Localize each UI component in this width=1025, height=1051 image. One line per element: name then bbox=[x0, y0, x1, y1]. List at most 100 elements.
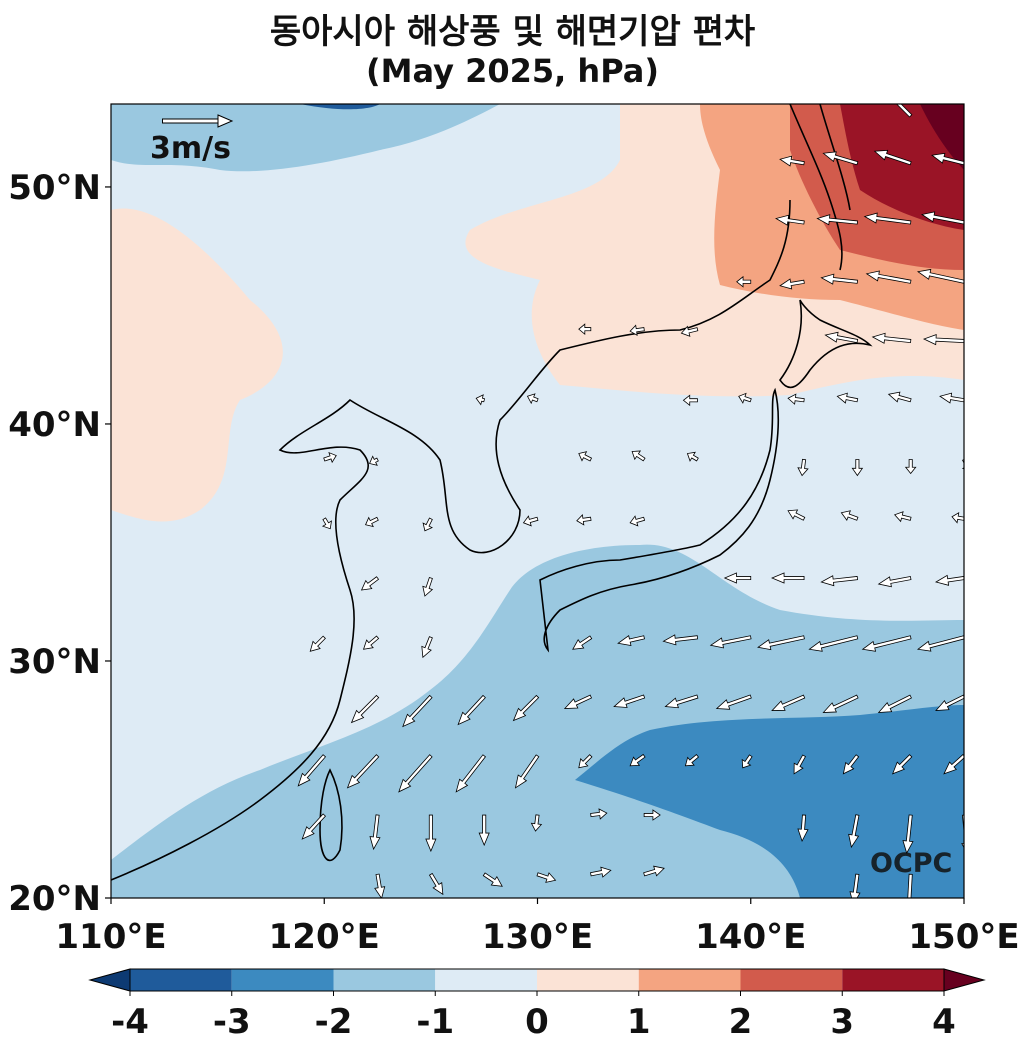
wind-arrow bbox=[916, 268, 964, 284]
wind-vector bbox=[421, 636, 433, 659]
x-tick-label: 110°E bbox=[55, 917, 166, 957]
colorbar-label: 4 bbox=[932, 1002, 956, 1042]
wind-vector bbox=[820, 575, 858, 587]
wind-vector bbox=[682, 394, 698, 407]
wind-vector bbox=[904, 459, 917, 475]
wind-vector bbox=[578, 451, 593, 462]
wind-vector bbox=[346, 754, 380, 789]
wind-vector bbox=[631, 450, 646, 462]
wind-vector bbox=[402, 694, 433, 728]
wind-arrow bbox=[842, 754, 860, 775]
wind-arrow bbox=[797, 814, 809, 843]
wind-vector bbox=[820, 273, 858, 285]
wind-vector bbox=[779, 278, 805, 290]
pressure-field bbox=[111, 104, 964, 898]
wind-vector bbox=[951, 512, 964, 524]
wind-vector bbox=[797, 814, 809, 843]
wind-vector bbox=[861, 635, 912, 652]
wind-vector bbox=[512, 694, 540, 722]
wind-vector bbox=[797, 458, 809, 477]
wind-arrow bbox=[873, 149, 912, 166]
colorbar: -4 -3 -2 -1 0 1 2 3 4 bbox=[88, 968, 986, 1042]
wind-vector bbox=[643, 865, 665, 877]
region-over-4 bbox=[920, 104, 964, 170]
wind-vector bbox=[398, 754, 433, 793]
wind-arrow bbox=[903, 873, 913, 898]
wind-arrow bbox=[369, 455, 379, 466]
wind-vector bbox=[369, 814, 381, 851]
wind-arrow bbox=[402, 694, 433, 728]
wind-arrow bbox=[848, 814, 860, 849]
wind-arrow bbox=[930, 152, 964, 166]
wind-vector bbox=[684, 753, 700, 767]
wind-vector bbox=[617, 635, 645, 646]
wind-vector bbox=[916, 268, 964, 284]
wind-vector bbox=[824, 331, 859, 344]
wind-arrow bbox=[617, 635, 645, 646]
wind-arrow bbox=[775, 214, 805, 226]
wind-vector bbox=[514, 754, 540, 789]
wind-vector bbox=[321, 517, 332, 530]
colorbar-label: -2 bbox=[315, 1002, 353, 1042]
wind-arrow bbox=[943, 754, 964, 775]
colorbar-extend-high bbox=[943, 968, 986, 992]
wind-arrow bbox=[536, 872, 557, 883]
wind-arrow bbox=[482, 872, 503, 887]
wind-vector bbox=[842, 754, 860, 775]
wind-vector bbox=[738, 392, 752, 404]
wind-vector bbox=[578, 754, 593, 769]
wind-arrow bbox=[301, 813, 326, 840]
wind-vector bbox=[848, 814, 860, 849]
wind-vector bbox=[851, 459, 864, 477]
colorbar-label: -4 bbox=[111, 1002, 149, 1042]
wind-vector bbox=[916, 635, 964, 652]
colorbar-label: -1 bbox=[416, 1002, 454, 1042]
wind-arrow bbox=[631, 450, 646, 462]
wind-vector bbox=[863, 212, 912, 225]
wind-arrow bbox=[590, 866, 612, 878]
wind-vector bbox=[887, 391, 912, 403]
wind-vector bbox=[741, 754, 753, 769]
wind-vector bbox=[526, 393, 539, 405]
colorbar-label: 1 bbox=[627, 1002, 651, 1042]
wind-arrow bbox=[362, 635, 380, 650]
wind-arrow bbox=[522, 515, 539, 527]
wind-arrow bbox=[771, 694, 806, 711]
wind-vector bbox=[425, 814, 437, 853]
wind-vector bbox=[775, 214, 805, 226]
wind-arrow bbox=[309, 635, 326, 652]
chart-subtitle: (May 2025, hPa) bbox=[365, 52, 660, 90]
wind-vector bbox=[930, 152, 964, 166]
wind-arrow bbox=[741, 754, 753, 769]
wind-vector bbox=[787, 509, 806, 521]
wind-vector bbox=[478, 814, 490, 847]
wind-arrow bbox=[891, 754, 913, 775]
wind-vector bbox=[455, 754, 487, 793]
wind-arrow bbox=[578, 323, 592, 336]
wind-arrow bbox=[321, 517, 332, 530]
wind-vector bbox=[572, 635, 593, 650]
wind-arrow bbox=[797, 458, 809, 477]
wind-arrow bbox=[951, 512, 964, 524]
region-3-4 bbox=[840, 104, 964, 230]
y-tick-label: 50°N bbox=[8, 168, 101, 208]
wind-vector bbox=[709, 635, 752, 649]
wind-arrow bbox=[820, 273, 858, 285]
wind-arrow bbox=[816, 214, 858, 226]
wind-arrow bbox=[723, 572, 752, 584]
wind-vector bbox=[822, 694, 859, 713]
wind-arrow bbox=[738, 392, 752, 404]
wind-arrow bbox=[824, 331, 859, 344]
wind-vector bbox=[891, 754, 913, 775]
wind-vector bbox=[369, 455, 379, 466]
wind-arrow bbox=[787, 509, 806, 521]
wind-arrow bbox=[360, 576, 380, 591]
wind-arrow bbox=[779, 155, 805, 167]
wind-arrow bbox=[478, 814, 490, 847]
colorbar-segment bbox=[130, 969, 232, 991]
wind-arrow bbox=[865, 270, 912, 284]
watermark: OCPC bbox=[870, 848, 952, 879]
wind-vector bbox=[374, 873, 386, 898]
wind-arrow bbox=[822, 151, 859, 166]
y-tick-label: 40°N bbox=[8, 405, 101, 445]
